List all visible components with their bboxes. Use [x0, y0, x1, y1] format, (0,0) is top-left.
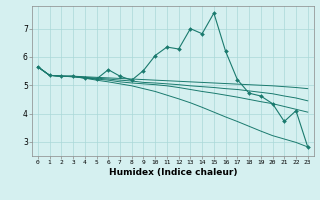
X-axis label: Humidex (Indice chaleur): Humidex (Indice chaleur) [108, 168, 237, 177]
